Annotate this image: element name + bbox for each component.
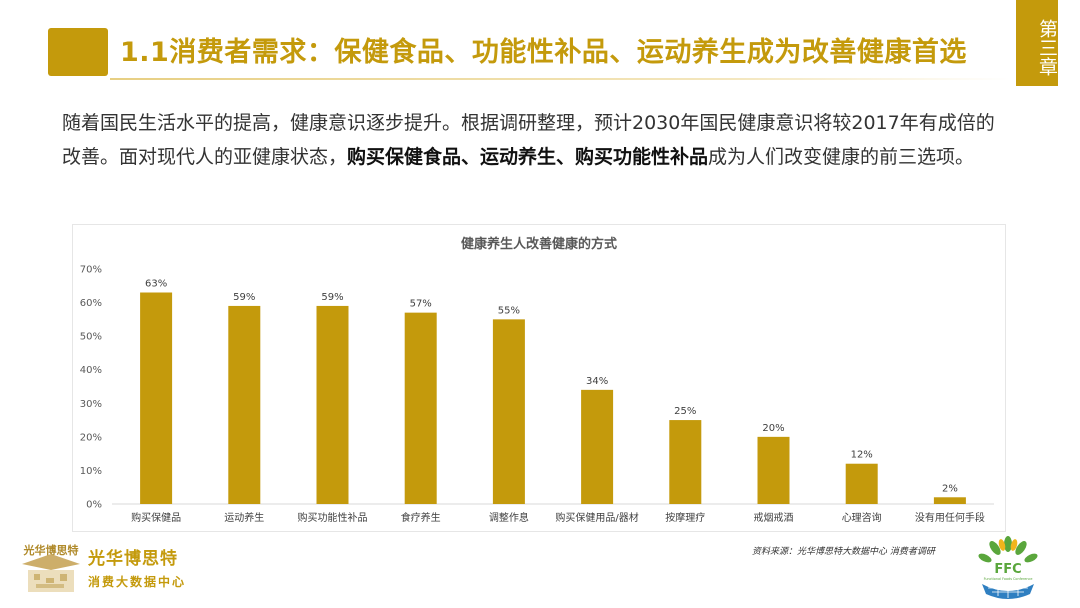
bar bbox=[845, 463, 878, 504]
bar bbox=[669, 420, 702, 504]
intro-text-part2: 成为人们改变健康的前三选项。 bbox=[708, 146, 975, 168]
y-tick-label: 30% bbox=[80, 399, 102, 410]
x-category-label: 购买保健品 bbox=[131, 511, 181, 524]
x-axis: 购买保健品 运动养生 购买功能性补品 食疗养生 调整作息 购买保健用品/器材 按摩理疗 戒烟戒… bbox=[131, 511, 985, 524]
x-category-label: 心理咨询 bbox=[842, 511, 882, 524]
brand-name: 光华博思特 bbox=[88, 549, 178, 569]
x-category-label: 没有用任何手段 bbox=[915, 511, 985, 524]
chapter-tag: 第三章 bbox=[1016, 0, 1058, 86]
y-tick-label: 50% bbox=[80, 332, 102, 343]
bar-data-label: 59% bbox=[321, 292, 343, 303]
bar-data-label: 2% bbox=[942, 483, 958, 494]
brand-subtitle: 消费大数据中心 bbox=[88, 575, 187, 589]
x-category-label: 调整作息 bbox=[489, 511, 529, 524]
header-accent-block bbox=[48, 28, 108, 76]
x-category-label: 运动养生 bbox=[224, 511, 264, 524]
ffc-logo: FFC Functional Foods Conference bbox=[978, 536, 1038, 599]
x-category-label: 戒烟戒酒 bbox=[754, 511, 794, 524]
ffc-logo-text: FFC bbox=[994, 562, 1021, 577]
bar-data-label: 55% bbox=[498, 305, 520, 316]
bar-data-label: 34% bbox=[586, 376, 608, 387]
ffc-logo-subtext: Functional Foods Conference bbox=[984, 577, 1033, 581]
x-category-label: 购买保健用品/器材 bbox=[555, 511, 638, 524]
x-category-label: 食疗养生 bbox=[401, 511, 441, 524]
bar bbox=[581, 389, 614, 504]
page-title: 1.1消费者需求：保健食品、功能性补品、运动养生成为改善健康首选 bbox=[120, 37, 967, 68]
bar-data-label: 20% bbox=[762, 423, 784, 434]
x-category-label: 购买功能性补品 bbox=[298, 511, 368, 524]
source-note: 资料来源：光华博思特大数据中心 消费者调研 bbox=[752, 547, 935, 557]
y-tick-label: 60% bbox=[80, 298, 102, 309]
bar-data-label: 12% bbox=[851, 450, 873, 461]
brand-text: 光华博思特 消费大数据中心 bbox=[88, 544, 186, 590]
y-tick-label: 10% bbox=[80, 466, 102, 477]
bars: 63% 59% 59% 57% 55% 34% 25% 20% 12% 2% bbox=[140, 279, 966, 504]
logo-left-text: 光华博思特 bbox=[23, 543, 79, 557]
bar bbox=[228, 305, 261, 504]
bar-chart: 健康养生人改善健康的方式 0% 10% 20% 30% 40% 50% 60% 70% 63%… bbox=[80, 236, 994, 524]
y-tick-label: 0% bbox=[86, 500, 102, 511]
bar-data-label: 25% bbox=[674, 406, 696, 417]
y-tick-label: 40% bbox=[80, 365, 102, 376]
intro-text-part1: 随着国民生活水平的提高，健康意识逐步提升。根据调研整理，预计2030年国民健康意… bbox=[62, 112, 995, 168]
x-category-label: 按摩理疗 bbox=[665, 511, 705, 524]
bar-data-label: 63% bbox=[145, 279, 167, 290]
bar bbox=[757, 436, 790, 504]
header-divider bbox=[110, 78, 1010, 80]
bar bbox=[492, 319, 525, 504]
chart-title: 健康养生人改善健康的方式 bbox=[461, 236, 617, 252]
bar bbox=[404, 312, 437, 504]
guanghua-logo: 光华博思特 bbox=[22, 543, 80, 592]
y-tick-label: 20% bbox=[80, 432, 102, 443]
bar-data-label: 57% bbox=[410, 299, 432, 310]
bar-data-label: 59% bbox=[233, 292, 255, 303]
bar bbox=[316, 305, 349, 504]
intro-text-bold: 购买保健食品、运动养生、购买功能性补品 bbox=[347, 146, 709, 168]
intro-paragraph: 随着国民生活水平的提高，健康意识逐步提升。根据调研整理，预计2030年国民健康意… bbox=[62, 106, 1012, 174]
bar bbox=[140, 292, 173, 504]
y-tick-label: 70% bbox=[80, 265, 102, 276]
bar bbox=[933, 497, 966, 504]
